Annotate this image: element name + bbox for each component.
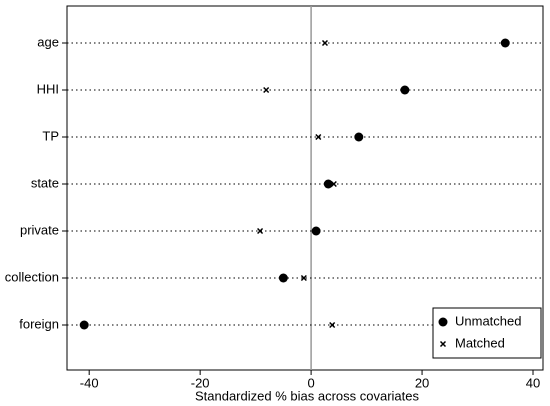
x-tick-label: -20 [191,375,210,390]
dot-marker [315,133,322,141]
dot-marker [257,227,264,235]
dot-marker [323,179,333,189]
legend-label: Matched [455,335,505,350]
y-tick-label: collection [5,269,59,284]
legend-marker [438,317,448,327]
legend-marker [439,340,447,348]
dot-marker [311,226,321,236]
dot-marker [354,132,364,142]
x-tick-label: 40 [526,375,540,390]
y-tick-label: HHI [37,81,59,96]
dot-marker [321,39,329,47]
x-tick-label: -40 [80,375,99,390]
dot-marker [500,38,510,48]
legend-box [432,307,542,359]
dot-marker [330,180,337,188]
plot-frame [66,5,544,371]
dot-marker [300,274,307,282]
dot-marker [278,273,288,283]
y-tick-label: private [20,222,59,237]
x-tick-label: 20 [415,375,429,390]
dot-marker [79,320,89,330]
x-tick-label: 0 [307,375,314,390]
y-tick-label: age [37,34,59,49]
legend-label: Unmatched [455,313,521,328]
dot-marker [329,321,336,329]
y-tick-label: state [31,175,59,190]
dot-marker [263,86,270,94]
y-tick-label: TP [42,128,59,143]
y-tick-label: foreign [19,316,59,331]
dot-marker [400,85,410,95]
x-axis-title: Standardized % bias across covariates [195,388,420,403]
